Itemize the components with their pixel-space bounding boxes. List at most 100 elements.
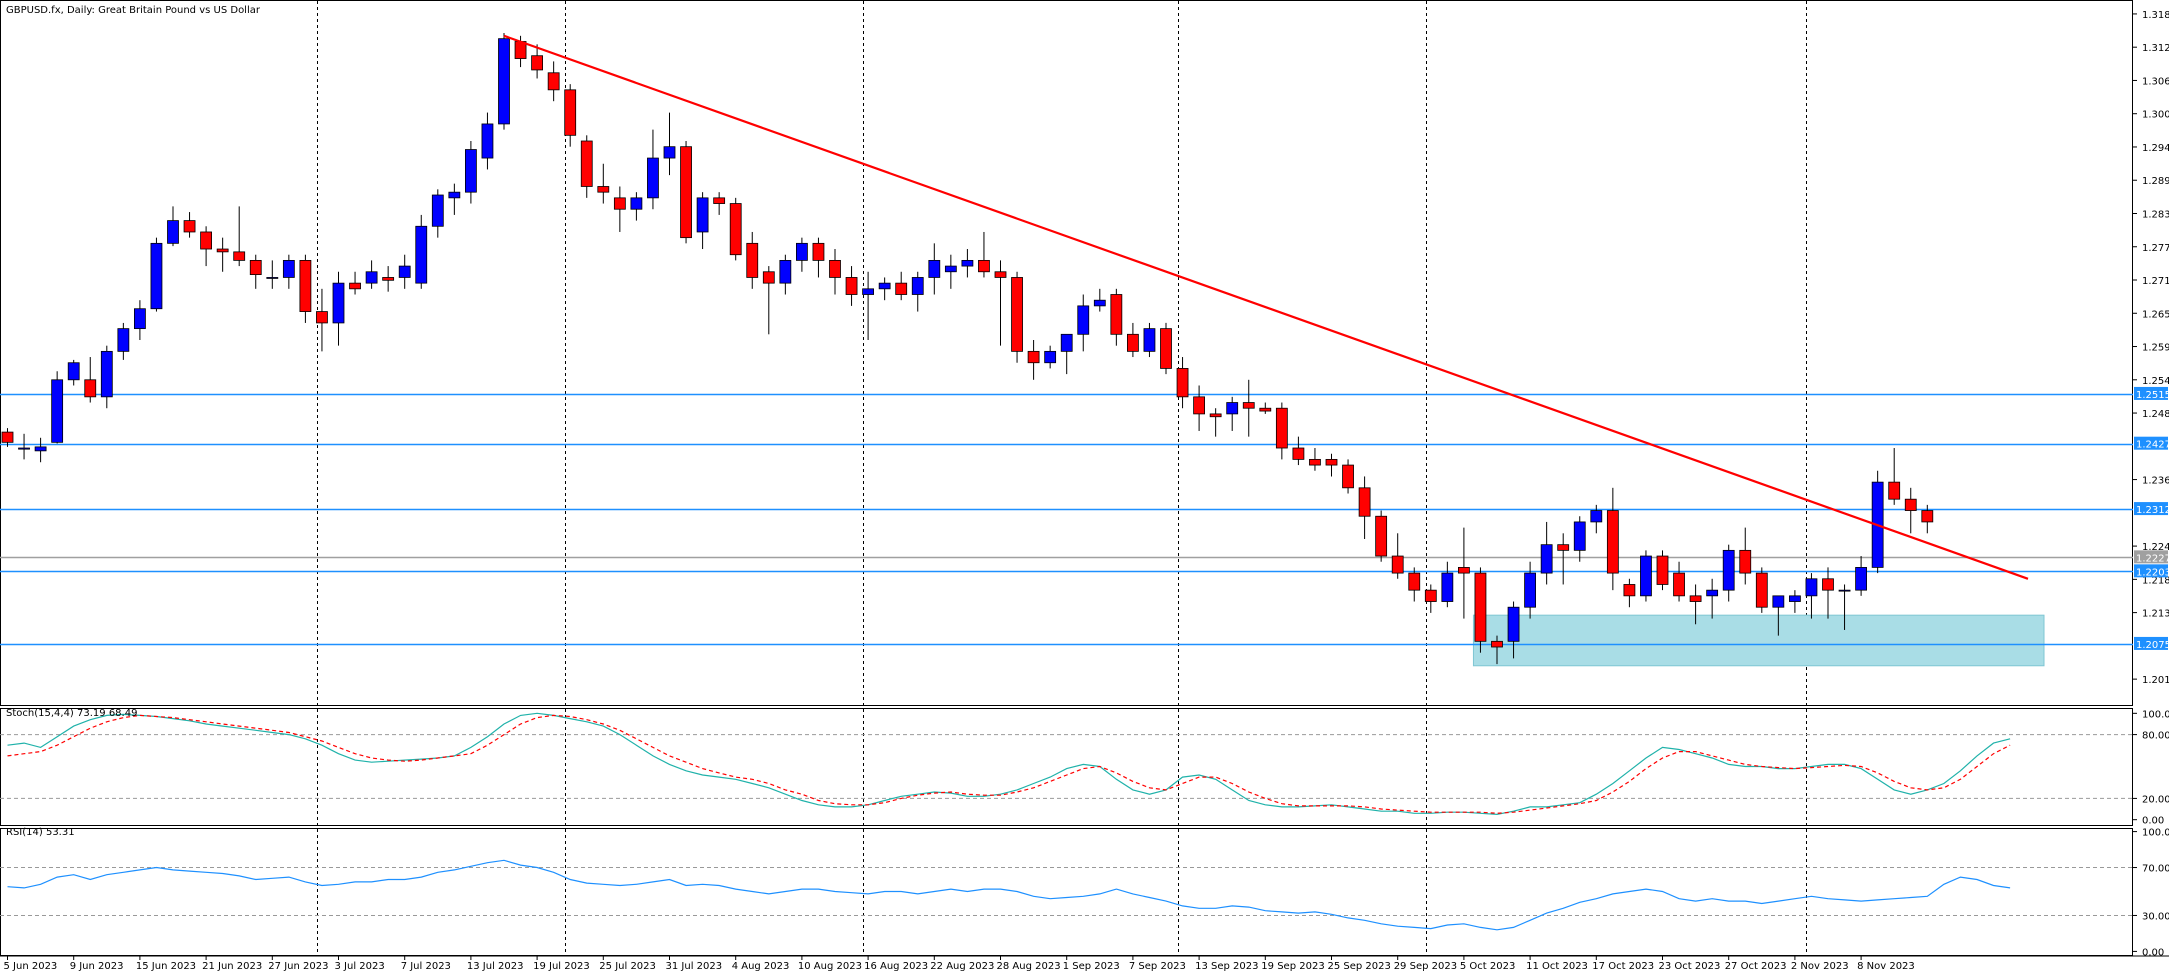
bear-candle — [1921, 504, 1934, 534]
stoch-signal-line — [7, 714, 2011, 814]
candle-body — [1342, 464, 1354, 489]
time-tick-label: 21 Jun 2023 — [202, 961, 262, 972]
candle-body — [1474, 572, 1487, 642]
candle-body — [382, 277, 395, 281]
bull-candle — [1540, 521, 1553, 585]
candle-body — [1127, 333, 1139, 352]
bear-candle — [564, 84, 577, 147]
candle-body — [316, 311, 328, 324]
candle-body — [713, 197, 726, 204]
bull-candle — [796, 237, 808, 272]
bear-candle — [1904, 487, 1917, 534]
candle-body — [1408, 572, 1421, 591]
bear-candle — [1458, 527, 1470, 619]
candle-body — [431, 194, 444, 227]
bull-candle — [779, 254, 792, 295]
bear-candle — [1160, 322, 1172, 375]
rsi-main-line — [7, 859, 2011, 931]
candle-body — [1822, 578, 1834, 591]
bear-candle — [1176, 357, 1189, 409]
bear-candle — [994, 260, 1007, 346]
bull-candle — [1805, 573, 1818, 619]
candle-body — [1772, 595, 1785, 608]
bear-candle — [1822, 567, 1834, 619]
candle-body — [911, 277, 924, 295]
bear-candle — [1606, 487, 1619, 591]
stoch-axis-tick-label: 80.00 — [2142, 731, 2169, 742]
price-tick-label: 1.28910 — [2142, 176, 2169, 187]
candle-body — [580, 140, 593, 187]
candle-body — [812, 242, 825, 261]
horizontal-levels — [0, 393, 2133, 646]
bear-candle — [597, 163, 610, 204]
candle-body — [51, 379, 64, 443]
bull-candle — [961, 249, 974, 278]
candle-body — [762, 271, 775, 284]
bear-candle — [249, 254, 262, 289]
candle-body — [1044, 350, 1057, 364]
bear-candle — [729, 197, 742, 261]
level-badge — [2134, 636, 2168, 650]
bull-candle — [1590, 504, 1603, 534]
candle-body — [862, 288, 874, 295]
bear-candle — [1557, 533, 1570, 585]
bull-candle — [150, 237, 163, 312]
bear-candle — [547, 61, 560, 102]
bear-candle — [1110, 288, 1123, 346]
bear-candle — [1, 428, 14, 447]
level-badge — [2134, 386, 2168, 400]
candle-body — [1275, 407, 1288, 449]
bear-candle — [1275, 402, 1288, 460]
time-tick-label: 27 Oct 2023 — [1725, 961, 1787, 972]
candle-body — [1573, 521, 1586, 551]
price-tick-label: 1.29495 — [2142, 143, 2169, 154]
rsi-axis-tick-label: 70.00 — [2142, 864, 2169, 875]
candle-body — [829, 259, 841, 278]
price-tick-label: 1.28325 — [2142, 209, 2169, 220]
candle-body — [117, 328, 130, 352]
candle-body — [200, 231, 213, 250]
candle-body — [630, 197, 643, 210]
candle-body — [1391, 555, 1404, 574]
bear-candle — [1242, 379, 1255, 437]
time-tick-label: 19 Jul 2023 — [533, 961, 590, 972]
time-tick-label: 29 Sep 2023 — [1394, 961, 1457, 972]
level-badge-label: 1.20754 — [2136, 640, 2169, 651]
candle-body — [696, 197, 709, 233]
candle-body — [845, 277, 858, 295]
bear-candle — [316, 288, 328, 352]
candle-body — [1722, 549, 1735, 591]
candle-body — [448, 191, 461, 199]
bear-candle — [531, 44, 543, 79]
candle-body — [1673, 572, 1685, 597]
candle-body — [1540, 544, 1553, 574]
price-axis: 1.31835 1.31250 1.30665 1.30080 1.29495 1.289… — [2133, 10, 2169, 686]
bear-candle — [1408, 567, 1421, 602]
time-tick-label: 2 Nov 2023 — [1791, 961, 1849, 972]
bull-candle — [1060, 333, 1073, 375]
price-tick-label: 1.23645 — [2142, 476, 2169, 487]
candle-body — [1226, 402, 1239, 415]
candle-body — [249, 259, 262, 276]
candle-body — [1, 431, 14, 443]
candle-body — [1060, 333, 1073, 352]
candle-body — [167, 220, 179, 244]
bull-candle — [448, 183, 461, 215]
candle-body — [1689, 595, 1702, 602]
candle-body — [1590, 510, 1603, 523]
bull-candle — [1706, 578, 1719, 619]
candle-body — [796, 242, 808, 261]
price-tick-label: 1.27740 — [2142, 243, 2169, 254]
bear-candle — [1292, 436, 1305, 466]
candle-body — [1623, 584, 1636, 597]
bear-candle — [200, 226, 213, 267]
bull-candle — [911, 271, 924, 312]
candle-body — [100, 350, 113, 398]
bull-candle — [117, 322, 130, 360]
candle-body — [613, 197, 626, 210]
rsi-axis-tick-label: 100.00 — [2142, 828, 2169, 839]
bear-candle — [1491, 635, 1503, 665]
candle-body — [1375, 515, 1388, 557]
bear-candle — [216, 237, 229, 272]
